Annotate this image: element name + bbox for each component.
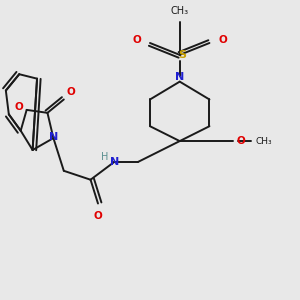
Text: O: O <box>15 102 24 112</box>
Text: O: O <box>236 136 245 146</box>
Text: O: O <box>94 211 102 221</box>
Text: N: N <box>175 72 184 82</box>
Text: N: N <box>49 132 58 142</box>
Text: N: N <box>110 157 119 167</box>
Text: CH₃: CH₃ <box>171 6 189 16</box>
Text: S: S <box>179 50 187 60</box>
Text: O: O <box>218 35 227 45</box>
Text: O: O <box>132 35 141 45</box>
Text: O: O <box>67 86 76 97</box>
Text: CH₃: CH₃ <box>256 136 272 146</box>
Text: H: H <box>101 152 108 162</box>
